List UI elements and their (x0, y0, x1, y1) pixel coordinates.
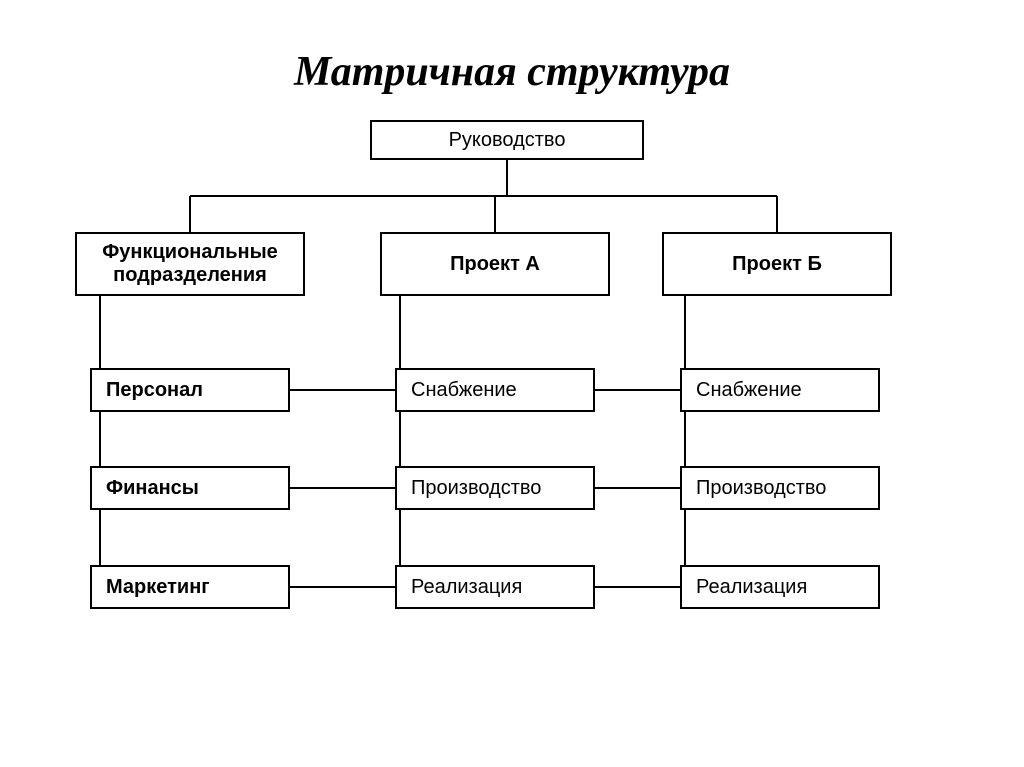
node-b1: Снабжение (680, 368, 880, 412)
node-projA: Проект А (380, 232, 610, 296)
node-b2: Производство (680, 466, 880, 510)
node-projB: Проект Б (662, 232, 892, 296)
node-f1: Персонал (90, 368, 290, 412)
node-func: Функциональные подразделения (75, 232, 305, 296)
node-a3: Реализация (395, 565, 595, 609)
page-title: Матричная структура (0, 48, 1024, 96)
node-root: Руководство (370, 120, 644, 160)
diagram-canvas: Матричная структура Руководство Функциона… (0, 0, 1024, 767)
node-f3: Маркетинг (90, 565, 290, 609)
node-f2: Финансы (90, 466, 290, 510)
node-a2: Производство (395, 466, 595, 510)
node-b3: Реализация (680, 565, 880, 609)
node-a1: Снабжение (395, 368, 595, 412)
